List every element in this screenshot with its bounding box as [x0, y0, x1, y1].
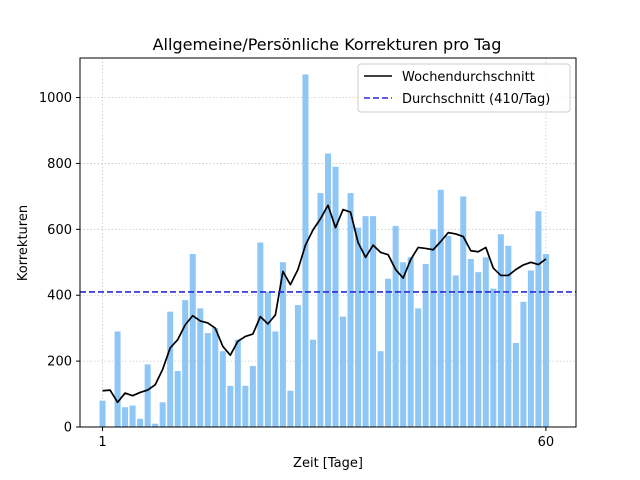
plot-frame: [79, 57, 577, 428]
bar: [152, 423, 159, 427]
bar: [182, 300, 189, 427]
bar: [189, 254, 196, 427]
y-tick-label: 1000: [39, 91, 72, 106]
bar: [159, 402, 166, 427]
bar: [129, 405, 136, 427]
bar: [445, 235, 452, 427]
bar-group: [99, 74, 549, 428]
bar: [212, 328, 219, 427]
bar: [392, 226, 399, 427]
bar: [482, 257, 489, 427]
bar: [227, 385, 234, 427]
y-axis-label: Korrekturen: [16, 205, 31, 281]
bar: [279, 262, 286, 427]
y-tick-label: 0: [64, 421, 72, 436]
y-tick-label: 400: [47, 289, 72, 304]
bar: [362, 216, 369, 427]
y-tick-label: 800: [47, 157, 72, 172]
bar: [512, 342, 519, 427]
bar: [407, 257, 414, 427]
bar: [257, 242, 264, 427]
bar: [535, 211, 542, 427]
bar: [355, 227, 362, 427]
y-tick-label: 200: [47, 355, 72, 370]
bar: [144, 364, 151, 427]
bar: [219, 351, 226, 427]
bar: [242, 385, 249, 427]
bar: [467, 258, 474, 427]
bar: [460, 196, 467, 427]
legend-label-durchschnitt: Durchschnitt (410/Tag): [402, 92, 550, 107]
bar: [114, 331, 121, 427]
series-line-wochendurchschnitt: [102, 204, 547, 404]
line-group: [80, 204, 576, 404]
bar: [505, 245, 512, 427]
x-axis-label: Zeit [Tage]: [293, 456, 363, 471]
bar: [422, 263, 429, 427]
bar: [309, 339, 316, 427]
bar: [302, 74, 309, 428]
bar: [234, 339, 241, 427]
bar: [340, 316, 347, 427]
bar: [197, 308, 204, 427]
bar: [272, 331, 279, 427]
bar: [415, 308, 422, 427]
bar: [167, 311, 174, 427]
bar: [264, 291, 271, 427]
bar: [174, 370, 181, 427]
legend-label-wochendurchschnitt: Wochendurchschnitt: [402, 70, 535, 85]
bar: [317, 193, 324, 427]
bar: [370, 216, 377, 427]
bar: [122, 407, 129, 427]
bar: [294, 305, 301, 427]
chart-title: Allgemeine/Persönliche Korrekturen pro T…: [153, 35, 502, 54]
bar: [204, 333, 211, 427]
x-tick-label: 1: [98, 435, 106, 450]
bar: [520, 301, 527, 427]
bar: [287, 390, 294, 427]
bar: [332, 166, 339, 428]
bar: [249, 366, 256, 427]
y-axis: 0 200 400 600 800 1000: [39, 91, 80, 436]
bar: [99, 400, 106, 427]
bar: [437, 189, 444, 427]
bar: [324, 153, 332, 427]
bar: [452, 275, 459, 427]
bar: [527, 270, 534, 427]
bar: [497, 234, 504, 427]
bar: [377, 351, 384, 427]
x-tick-label: 60: [538, 435, 555, 450]
legend-box: [357, 63, 571, 113]
bar: [542, 254, 549, 427]
legend: Wochendurchschnitt Durchschnitt (410/Tag…: [357, 63, 571, 113]
bar: [400, 262, 407, 427]
bar: [137, 418, 144, 427]
bar: [475, 272, 482, 427]
bar: [430, 229, 437, 427]
y-tick-label: 600: [47, 223, 72, 238]
bar: [490, 288, 497, 427]
x-axis: 1 60: [98, 427, 554, 450]
bar: [385, 278, 392, 427]
bar: [347, 193, 354, 427]
